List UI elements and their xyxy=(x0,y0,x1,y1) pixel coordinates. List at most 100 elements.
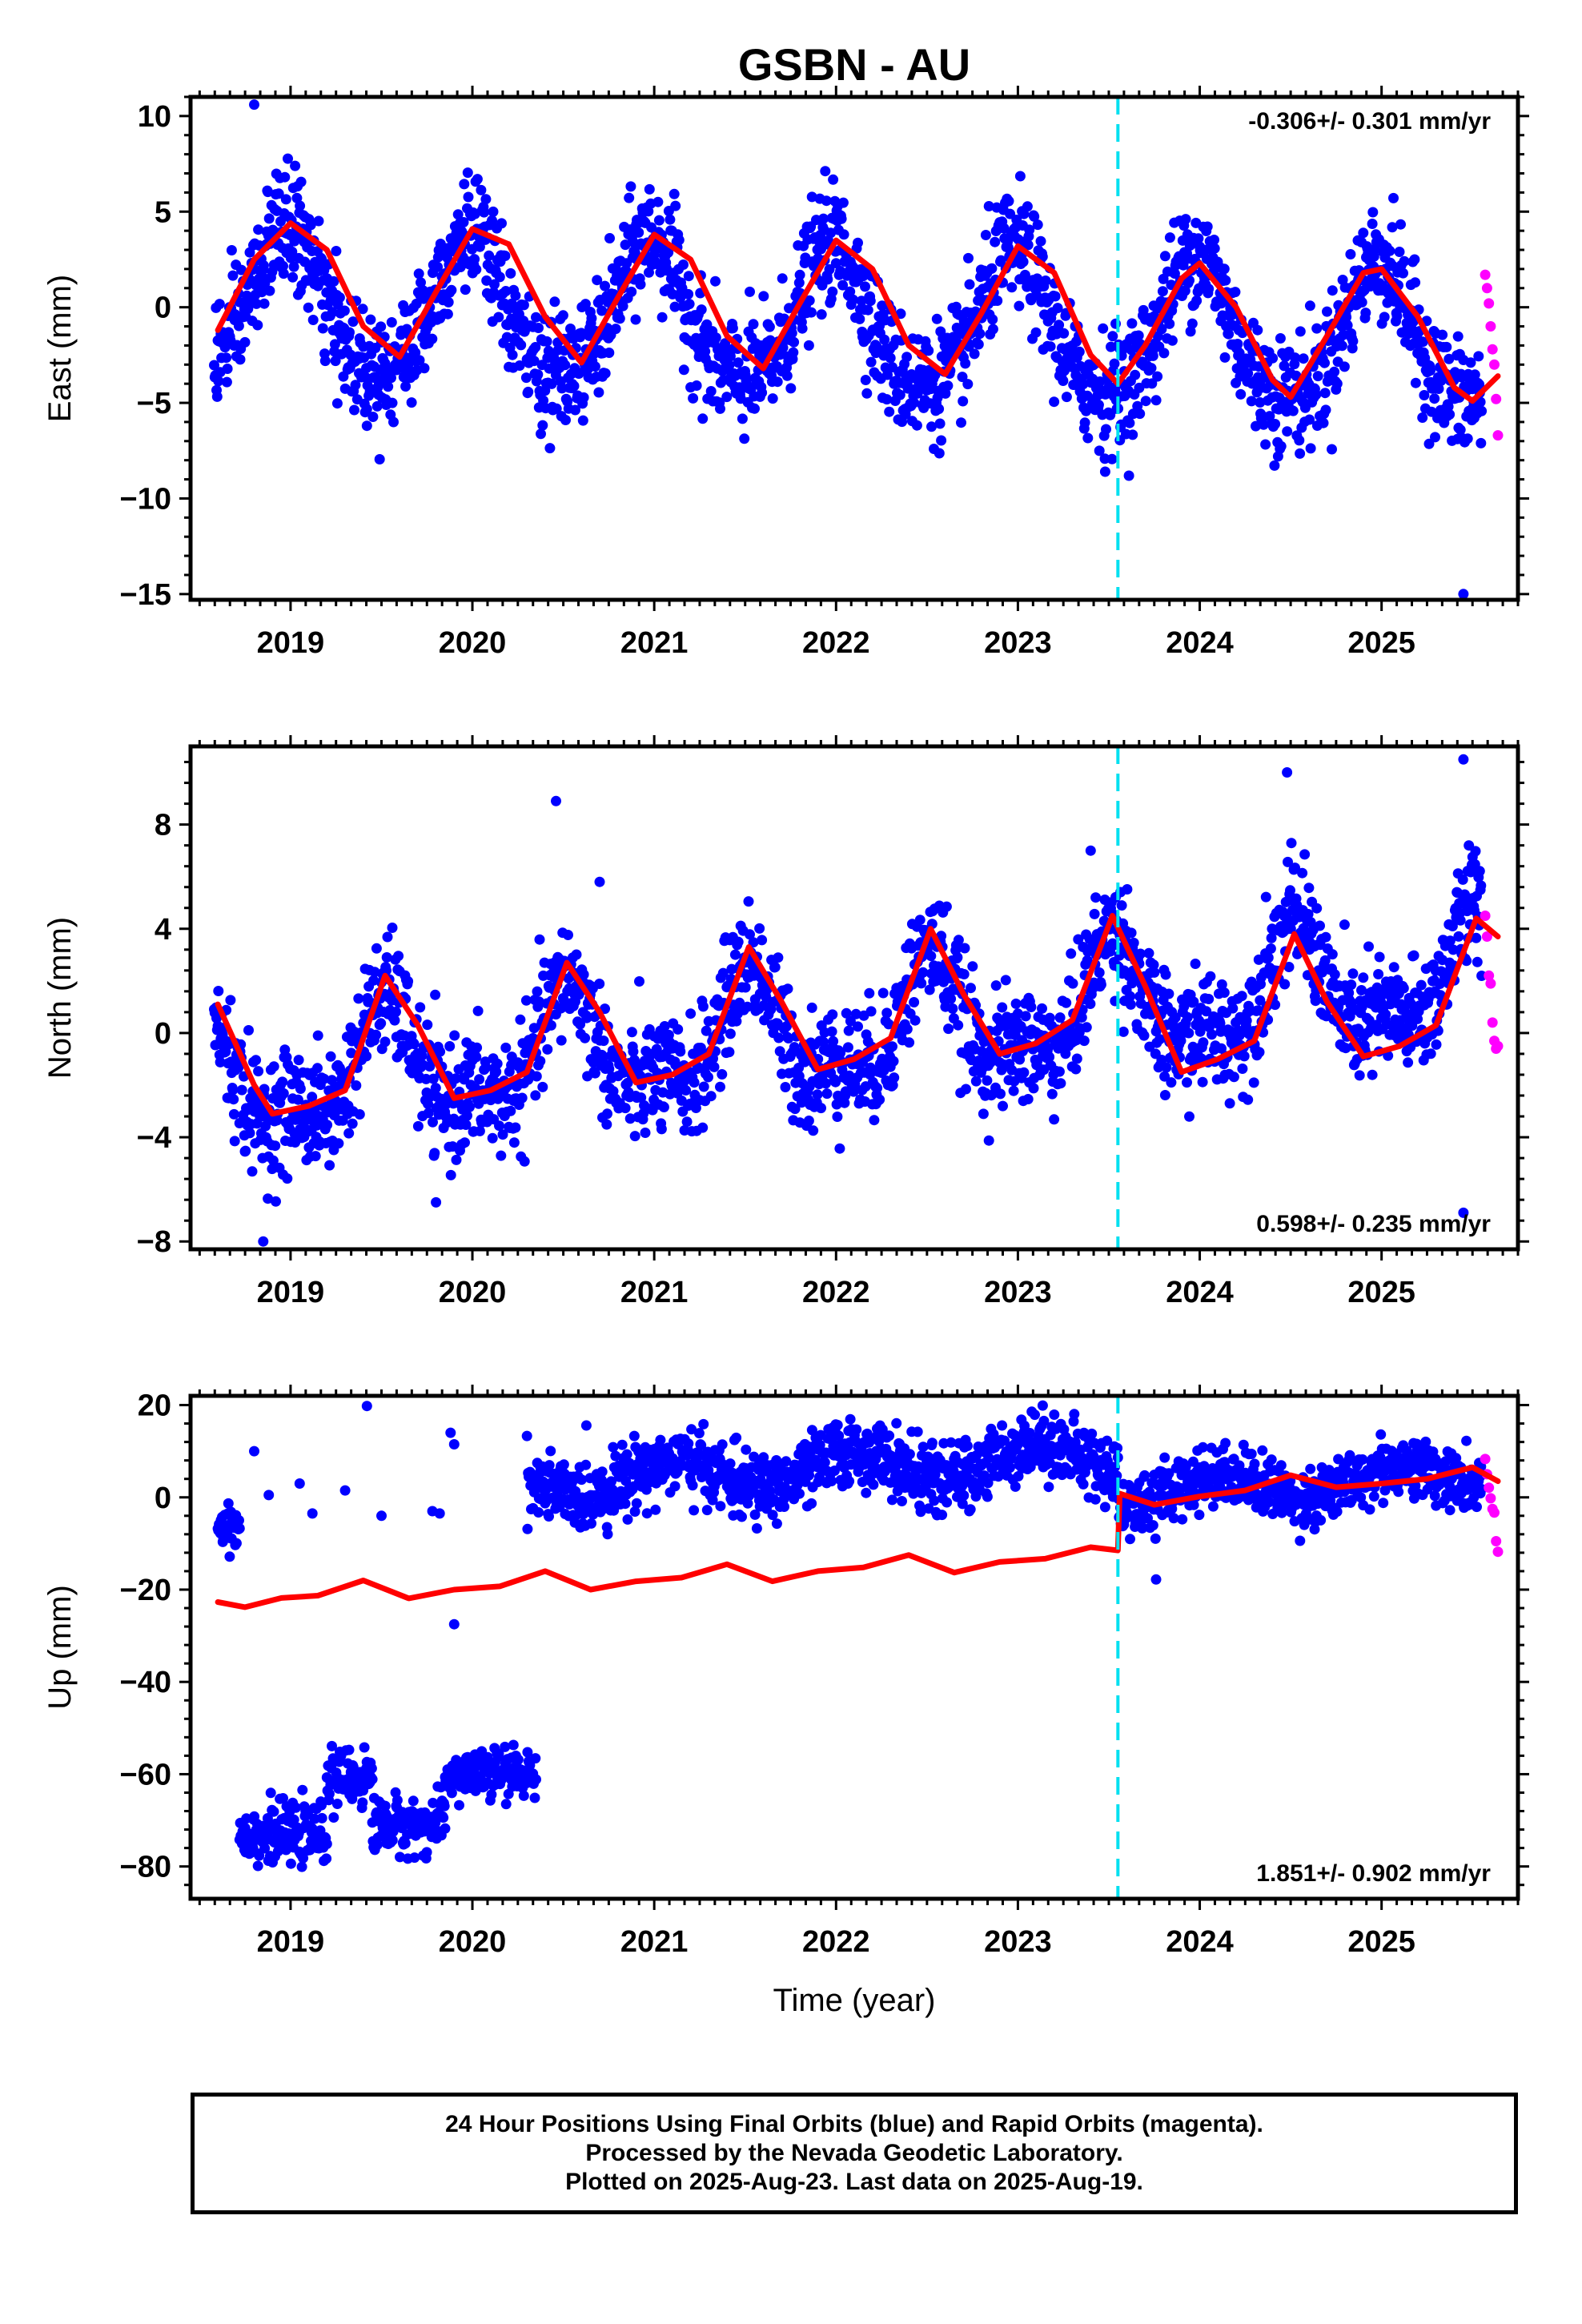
data-point xyxy=(1253,954,1264,965)
data-point xyxy=(831,1099,842,1110)
data-point xyxy=(479,207,490,218)
data-point xyxy=(1342,320,1353,331)
data-point xyxy=(1020,1011,1031,1022)
data-point xyxy=(1147,350,1158,361)
data-point xyxy=(743,896,754,907)
rate-annotation: -0.306+/- 0.301 mm/yr xyxy=(1248,108,1491,135)
data-point xyxy=(828,174,839,185)
rapid-orbit-point xyxy=(1480,911,1491,921)
data-point xyxy=(953,935,964,946)
data-point xyxy=(749,403,760,414)
data-point xyxy=(604,233,615,243)
data-point xyxy=(1465,357,1476,368)
data-point xyxy=(1042,1043,1054,1053)
data-point xyxy=(673,1023,684,1035)
data-point xyxy=(690,1103,701,1113)
data-point xyxy=(860,281,870,292)
data-point xyxy=(537,420,548,431)
y-tick-label: 0 xyxy=(155,292,171,325)
data-point xyxy=(1014,300,1025,312)
data-point xyxy=(268,1806,279,1817)
data-point xyxy=(709,1061,720,1072)
data-point xyxy=(816,1103,826,1114)
outlier-point xyxy=(1085,845,1096,856)
data-point xyxy=(523,386,534,397)
data-point xyxy=(213,986,224,996)
y-axis-label: North (mm) xyxy=(42,917,78,1079)
data-point xyxy=(323,1788,335,1799)
data-point xyxy=(1447,944,1459,955)
data-point xyxy=(1305,443,1316,454)
data-point xyxy=(1207,1029,1217,1040)
data-point xyxy=(474,1125,485,1136)
data-point xyxy=(1387,222,1398,233)
data-point xyxy=(406,397,417,408)
data-point xyxy=(460,1137,470,1148)
data-point xyxy=(410,347,421,358)
x-tick-label: 2019 xyxy=(257,1276,325,1309)
data-point xyxy=(1469,369,1480,380)
data-point xyxy=(931,313,942,324)
data-point xyxy=(533,323,544,333)
data-point xyxy=(532,369,544,380)
data-point xyxy=(773,1032,785,1043)
data-point xyxy=(1286,838,1297,849)
data-point xyxy=(535,1055,546,1067)
data-point xyxy=(312,1030,323,1041)
data-point xyxy=(853,1021,863,1032)
data-point xyxy=(1230,287,1241,298)
data-point xyxy=(1263,952,1274,963)
data-point xyxy=(349,404,359,416)
data-point xyxy=(516,1092,528,1104)
data-point xyxy=(923,345,934,356)
data-point xyxy=(737,413,748,424)
data-point xyxy=(278,260,288,271)
data-point xyxy=(1447,921,1458,931)
data-point xyxy=(1395,219,1406,230)
data-point xyxy=(786,328,797,339)
data-point xyxy=(430,989,441,1000)
data-point xyxy=(278,1793,288,1803)
data-point xyxy=(476,184,487,195)
data-point xyxy=(1224,1098,1235,1109)
data-point xyxy=(443,296,454,308)
data-point xyxy=(789,336,800,348)
data-point xyxy=(288,1814,299,1825)
data-point xyxy=(1329,969,1340,980)
data-point xyxy=(391,1007,401,1017)
data-point xyxy=(1163,988,1174,999)
data-point xyxy=(361,404,372,415)
data-point xyxy=(1148,959,1159,971)
data-point xyxy=(934,418,946,429)
data-point xyxy=(966,983,976,994)
y-tick-label: −10 xyxy=(120,482,171,516)
rapid-orbit-point xyxy=(1491,393,1502,404)
outlier-point xyxy=(249,99,259,111)
data-point xyxy=(508,1137,520,1148)
data-point xyxy=(533,996,544,1007)
data-point xyxy=(1304,300,1315,312)
data-point xyxy=(1443,353,1455,364)
data-point xyxy=(223,1498,234,1509)
panel-up: 2019 2020 2021 2022 2023 2024 2025200−20−40−60… xyxy=(42,1385,1529,2018)
data-point xyxy=(1341,312,1352,323)
data-point xyxy=(234,1523,245,1534)
data-point xyxy=(877,987,889,999)
data-point xyxy=(691,380,702,391)
data-point xyxy=(411,298,422,309)
data-point xyxy=(496,1150,507,1161)
data-point xyxy=(285,1858,296,1869)
data-point xyxy=(1347,336,1359,347)
data-point xyxy=(1219,987,1230,998)
data-point xyxy=(640,1128,651,1138)
data-point xyxy=(990,980,1002,991)
data-point xyxy=(254,1850,265,1861)
data-point xyxy=(1178,1001,1190,1012)
data-point xyxy=(1158,348,1170,359)
data-point xyxy=(669,301,681,312)
data-point xyxy=(287,271,299,283)
data-point xyxy=(365,314,376,325)
data-point xyxy=(586,313,597,324)
data-point xyxy=(225,995,236,1006)
